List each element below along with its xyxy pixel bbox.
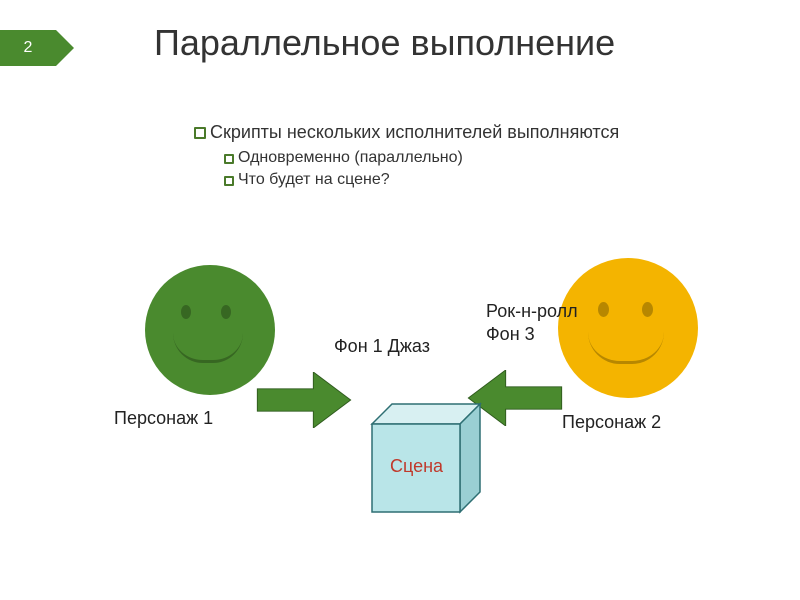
rock-label: Рок-н-ролл Фон 3 <box>486 300 578 347</box>
character-1-label: Персонаж 1 <box>114 408 213 429</box>
jazz-label: Фон 1 Джаз <box>334 336 430 357</box>
page-number: 2 <box>24 39 33 57</box>
bullet-level1: Скрипты нескольких исполнителей выполняю… <box>194 122 619 143</box>
smiley-eye <box>221 305 231 319</box>
smiley-eye <box>598 302 609 317</box>
character-2-smiley <box>558 258 698 398</box>
bullet-list: Скрипты нескольких исполнителей выполняю… <box>194 122 619 189</box>
smiley-mouth <box>588 332 664 364</box>
cube-side-face <box>460 404 480 512</box>
bullet-level2-a: Одновременно (параллельно) <box>194 149 619 167</box>
smiley-mouth <box>173 333 243 363</box>
page-number-arrowhead <box>56 30 74 66</box>
scene-cube: Сцена <box>352 400 482 525</box>
arrow-right-icon <box>256 372 352 428</box>
slide: 2 Параллельное выполнение Скрипты нескол… <box>0 0 800 600</box>
slide-title: Параллельное выполнение <box>154 22 615 63</box>
scene-label: Сцена <box>390 456 443 477</box>
page-number-rect: 2 <box>0 30 56 66</box>
character-2-label: Персонаж 2 <box>562 412 661 433</box>
smiley-eye <box>181 305 191 319</box>
bullet-level2-b: Что будет на сцене? <box>194 171 619 189</box>
smiley-eye <box>642 302 653 317</box>
rock-label-line1: Рок-н-ролл <box>486 300 578 323</box>
page-number-badge: 2 <box>0 30 56 66</box>
rock-label-line2: Фон 3 <box>486 323 578 346</box>
